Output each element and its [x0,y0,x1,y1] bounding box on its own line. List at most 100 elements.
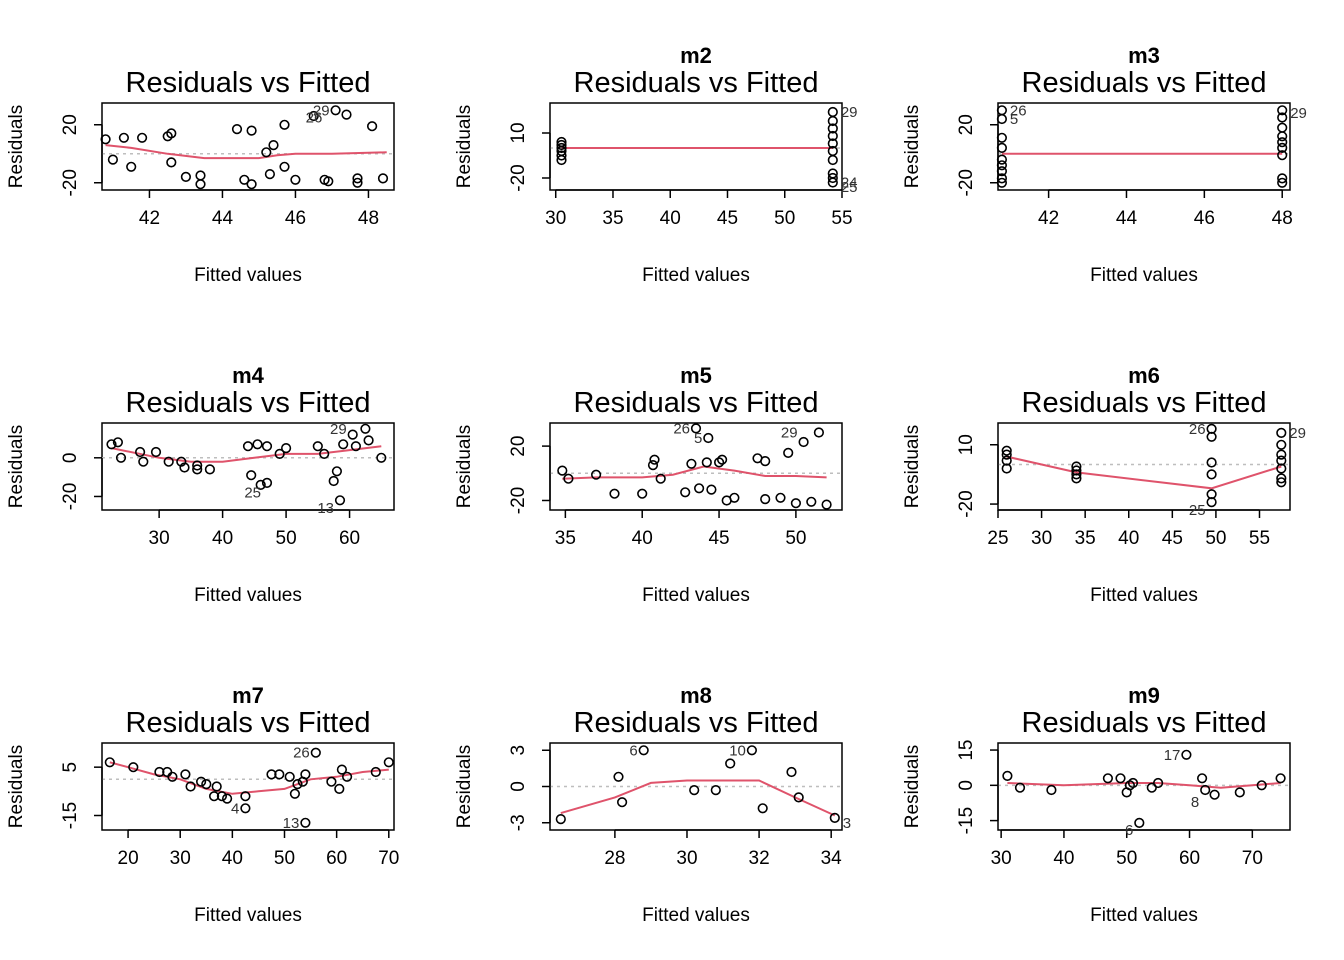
residual-point [135,446,146,458]
y-tick-label: 15 [956,739,977,760]
residual-point [1206,457,1217,468]
residual-point [757,803,768,814]
residual-point [1002,770,1013,782]
residual-point [701,457,712,468]
plot-frame [997,422,1291,511]
residual-point [556,150,567,161]
residual-point [319,448,330,460]
x-tick-label: 32 [749,848,770,869]
x-tick-label: 46 [285,208,306,229]
residual-point [775,492,786,503]
x-tick-label: 70 [378,848,399,869]
x-tick-label: 50 [1205,528,1226,549]
panel-title: Residuals vs Fitted [574,387,819,419]
residual-point [138,456,149,467]
residual-point [996,154,1008,165]
residual-point [341,109,352,120]
residual-point [112,437,123,448]
x-tick-label: 30 [1031,528,1052,549]
residual-point [827,177,838,188]
residual-point [563,473,574,484]
residual-point [996,177,1008,188]
residual-point [703,432,714,444]
residual-point [128,762,139,773]
x-tick-label: 30 [170,848,191,869]
y-tick-label: 0 [508,781,529,792]
residual-point [556,139,567,151]
residual-point [300,769,311,780]
residual-point [179,462,190,473]
y-tick-label: -15 [956,807,977,834]
x-tick-label: 48 [1272,208,1293,229]
plot-frame [101,742,395,831]
residual-point [1071,469,1082,480]
residual-point [239,174,250,185]
outlier-label: 5 [1010,111,1018,128]
residual-point [166,128,177,139]
residual-point [274,769,285,780]
model-name: m3 [1128,43,1160,68]
residual-point [284,771,295,782]
residual-point [746,745,758,756]
residual-point [996,173,1008,184]
residual-point [556,154,567,166]
x-tick-label: 44 [1116,208,1138,229]
outlier-label: 25 [244,485,261,502]
residual-point [680,487,691,498]
residual-point [790,498,802,509]
x-tick-label: 28 [604,848,625,869]
outlier-label: 24 [841,175,858,192]
residual-point [760,494,771,505]
y-tick-label: 20 [956,114,977,135]
residual-point [827,172,838,184]
residual-point [996,166,1008,177]
x-axis-label: Fitted values [194,905,302,926]
residual-point [360,423,371,434]
residual-point [1256,780,1267,791]
residual-point [246,470,257,481]
residual-point [150,446,162,458]
lowess-smoother-line [1006,455,1282,490]
y-axis-label: Residuals [6,425,27,508]
residual-point [201,778,212,790]
x-tick-label: 45 [1162,528,1183,549]
panel-title: Residuals vs Fitted [1022,67,1267,99]
y-tick-label: -3 [508,814,529,831]
residual-point [1206,431,1217,442]
residual-point [1276,473,1287,484]
residual-point [821,499,832,510]
residual-point [312,441,323,452]
residual-point [336,764,348,775]
outlier-label: 26 [1189,421,1206,438]
y-tick-label: -20 [508,487,529,514]
residual-point [690,423,702,434]
residual-point [209,791,220,802]
y-tick-label: -20 [60,483,81,510]
residual-panel: Residuals vs Fitted 42 44 46 48 -20 20 Fitted v… [6,67,395,286]
model-name: m8 [680,683,712,708]
x-axis-label: Fitted values [1090,905,1198,926]
residual-point [180,769,191,780]
residual-point [196,776,207,787]
outlier-label: 3 [843,815,851,832]
residual-point [613,771,624,782]
residual-point [290,174,301,185]
residual-point [637,488,648,499]
residual-point [376,452,387,463]
outlier-label: 10 [729,742,746,759]
residual-point [334,783,345,795]
residual-point [729,492,740,503]
residual-point [1001,463,1012,474]
residual-point [261,441,273,452]
lowess-smoother-line [1007,782,1281,789]
x-axis-label: Fitted values [642,905,750,926]
residual-point [163,456,174,467]
residual-point [1277,150,1288,161]
outlier-label: 29 [330,421,347,438]
residual-point [350,441,362,452]
residual-point [185,781,196,792]
x-tick-label: 30 [545,208,566,229]
